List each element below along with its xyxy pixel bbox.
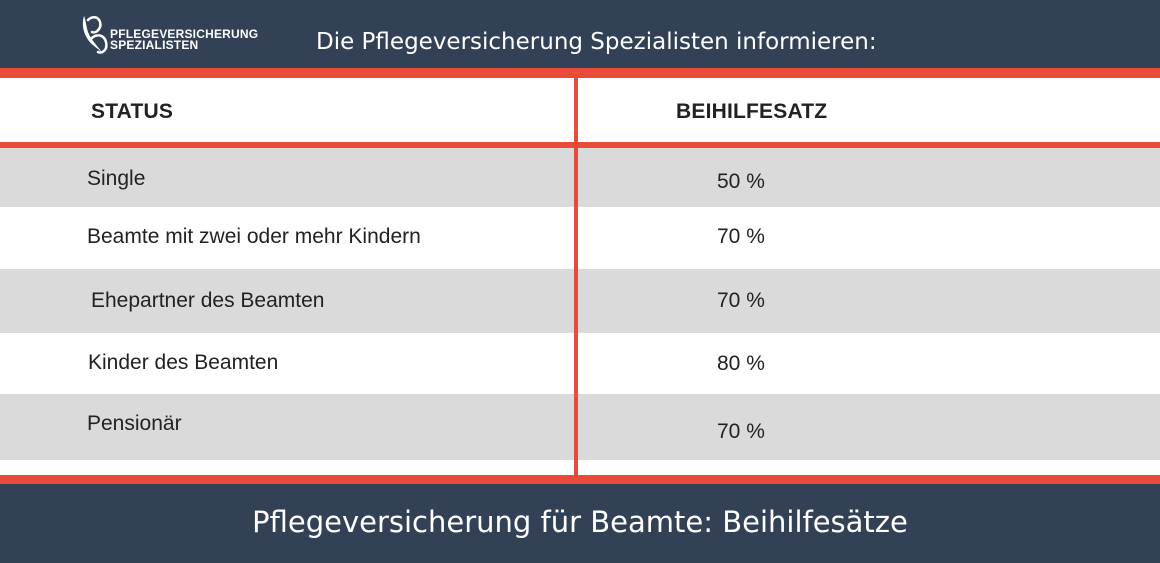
rate-cell: 70 % (717, 225, 765, 248)
column-header-status: STATUS (91, 100, 174, 123)
status-cell: Single (87, 167, 146, 190)
table-row: Ehepartner des Beamten 70 % (0, 269, 1160, 333)
rates-table: STATUS BEIHILFESATZ Single 50 % Beamte m… (0, 78, 1160, 475)
footer-banner: Pflegeversicherung für Beamte: Beihilfes… (0, 484, 1160, 563)
rate-cell: 50 % (717, 170, 765, 193)
logo-text: PFLEGEVERSICHERUNG SPEZIALISTEN (110, 27, 259, 52)
header-title: Die Pflegeversicherung Spezialisten info… (316, 29, 877, 55)
logo-line-2: SPEZIALISTEN (110, 38, 199, 52)
table-row-spacer (0, 460, 1160, 475)
header-divider (0, 142, 1160, 148)
status-cell: Beamte mit zwei oder mehr Kindern (87, 225, 421, 248)
status-cell: Ehepartner des Beamten (91, 289, 325, 312)
rate-cell: 80 % (717, 352, 765, 375)
top-divider (0, 68, 1160, 78)
table-header-row: STATUS BEIHILFESATZ (0, 78, 1160, 142)
footer-title: Pflegeversicherung für Beamte: Beihilfes… (252, 505, 908, 539)
rate-cell: 70 % (717, 289, 765, 312)
logo: PFLEGEVERSICHERUNG SPEZIALISTEN (78, 12, 268, 60)
rate-cell: 70 % (717, 420, 765, 443)
table-row: Kinder des Beamten 80 % (0, 333, 1160, 394)
header-banner: PFLEGEVERSICHERUNG SPEZIALISTEN Die Pfle… (0, 0, 1160, 68)
leaf-heart-icon (82, 16, 108, 56)
status-cell: Kinder des Beamten (88, 351, 279, 374)
table-row: Single 50 % (0, 148, 1160, 207)
status-cell: Pensionär (87, 412, 182, 435)
logo-line-1: PFLEGEVERSICHERUNG (110, 27, 259, 41)
table-row: Pensionär 70 % (0, 394, 1160, 460)
column-header-beihilfesatz: BEIHILFESATZ (676, 100, 828, 123)
column-divider (574, 78, 578, 475)
table-row: Beamte mit zwei oder mehr Kindern 70 % (0, 207, 1160, 269)
bottom-divider (0, 475, 1160, 484)
